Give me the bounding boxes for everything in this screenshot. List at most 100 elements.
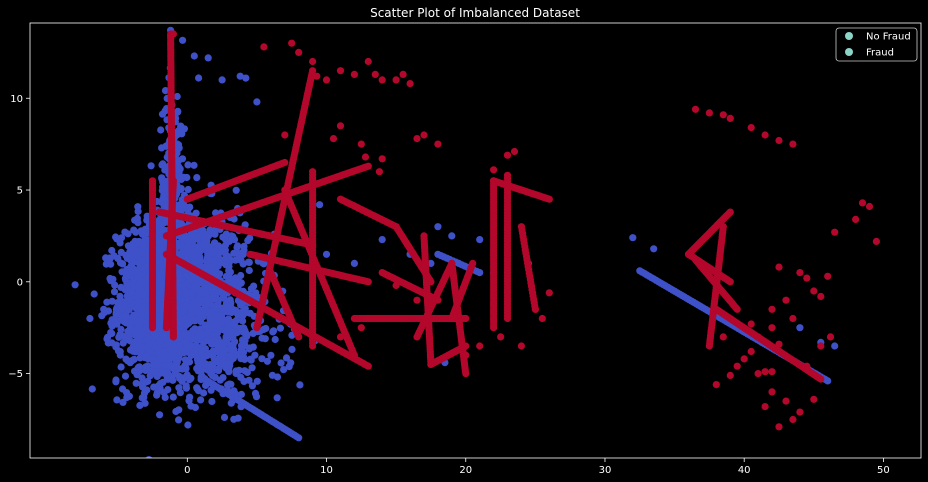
no-fraud-point <box>222 346 230 354</box>
no-fraud-point <box>115 300 123 308</box>
fraud-point <box>309 67 317 75</box>
no-fraud-point <box>221 235 229 243</box>
no-fraud-point <box>220 413 229 421</box>
no-fraud-point <box>182 384 190 392</box>
no-fraud-point <box>210 256 218 264</box>
no-fraud-point <box>123 280 131 288</box>
x-tick-label: 10 <box>320 465 333 476</box>
fraud-point <box>375 168 383 176</box>
no-fraud-point <box>113 396 121 404</box>
no-fraud-point <box>175 372 183 380</box>
no-fraud-point <box>104 339 112 347</box>
fraud-point <box>761 403 769 411</box>
no-fraud-point <box>181 363 190 371</box>
no-fraud-point <box>253 98 261 106</box>
no-fraud-point <box>155 224 163 232</box>
no-fraud-point <box>287 359 295 367</box>
no-fraud-point <box>183 244 191 252</box>
fraud-point <box>747 124 755 132</box>
fraud-point <box>747 347 755 356</box>
fraud-point <box>796 408 804 416</box>
no-fraud-point <box>194 358 202 366</box>
fraud-point <box>281 131 289 139</box>
no-fraud-point <box>247 356 255 364</box>
no-fraud-point <box>448 232 456 240</box>
fraud-point <box>789 314 797 323</box>
no-fraud-point <box>163 341 171 349</box>
no-fraud-point <box>126 346 135 354</box>
no-fraud-point <box>209 351 217 359</box>
no-fraud-point <box>175 365 183 373</box>
x-tick-label: 0 <box>184 465 190 476</box>
no-fraud-point <box>214 355 222 363</box>
no-fraud-point <box>142 296 150 304</box>
fraud-point <box>288 39 296 47</box>
no-fraud-point <box>268 371 276 379</box>
no-fraud-point <box>138 249 146 257</box>
no-fraud-point <box>174 157 182 165</box>
no-fraud-point <box>204 233 212 241</box>
no-fraud-point <box>295 434 303 442</box>
no-fraud-point <box>154 348 162 356</box>
no-fraud-point <box>160 332 169 340</box>
no-fraud-point <box>184 238 192 246</box>
fraud-point <box>705 109 714 117</box>
no-fraud-point <box>253 377 261 385</box>
series-fraud <box>148 30 881 431</box>
no-fraud-point <box>140 229 148 238</box>
no-fraud-point <box>237 279 245 287</box>
no-fraud-point <box>243 368 251 376</box>
no-fraud-point <box>132 379 140 387</box>
fraud-point <box>378 76 386 84</box>
fraud-point <box>712 381 720 389</box>
no-fraud-point <box>174 345 182 353</box>
fraud-point <box>705 342 714 350</box>
fraud-point <box>490 166 498 174</box>
fraud-point <box>719 333 727 341</box>
fraud-point <box>406 80 414 88</box>
no-fraud-point <box>280 366 288 374</box>
plot-frame <box>29 22 922 459</box>
no-fraud-point <box>193 384 201 392</box>
no-fraud-point <box>211 307 219 315</box>
no-fraud-point <box>107 277 115 285</box>
fraud-point <box>371 70 379 78</box>
no-fraud-point <box>161 393 169 401</box>
no-fraud-point <box>187 374 195 382</box>
legend-label-no-fraud: No Fraud <box>866 32 911 43</box>
no-fraud-point <box>161 87 170 95</box>
no-fraud-point <box>155 238 163 246</box>
no-fraud-point <box>194 244 202 252</box>
no-fraud-point <box>144 377 152 385</box>
fraud-point <box>817 375 825 383</box>
fraud-point <box>768 388 776 396</box>
x-tick-label: 20 <box>459 465 472 476</box>
no-fraud-point <box>158 110 167 118</box>
no-fraud-point <box>169 393 177 401</box>
no-fraud-point <box>248 382 256 390</box>
fraud-point <box>782 397 790 405</box>
fraud-point <box>719 111 727 119</box>
no-fraud-point <box>117 331 125 339</box>
no-fraud-point <box>190 161 198 169</box>
no-fraud-point <box>181 315 189 323</box>
no-fraud-point <box>161 217 169 225</box>
fraud-point <box>789 415 797 424</box>
fraud-point <box>824 272 832 280</box>
fraud-point <box>865 202 874 211</box>
fraud-point <box>490 324 498 332</box>
fraud-point <box>364 362 372 370</box>
no-fraud-point <box>108 297 116 305</box>
no-fraud-point <box>108 246 116 255</box>
no-fraud-point <box>211 239 219 247</box>
no-fraud-point <box>176 165 184 173</box>
fraud-point <box>281 158 289 167</box>
fraud-point <box>322 76 331 84</box>
no-fraud-point <box>157 324 165 332</box>
chart-title: Scatter Plot of Imbalanced Dataset <box>370 6 580 20</box>
no-fraud-point <box>239 348 248 356</box>
no-fraud-point <box>90 290 98 298</box>
no-fraud-point <box>139 305 147 314</box>
no-fraud-point <box>228 327 237 335</box>
no-fraud-point <box>194 364 202 372</box>
